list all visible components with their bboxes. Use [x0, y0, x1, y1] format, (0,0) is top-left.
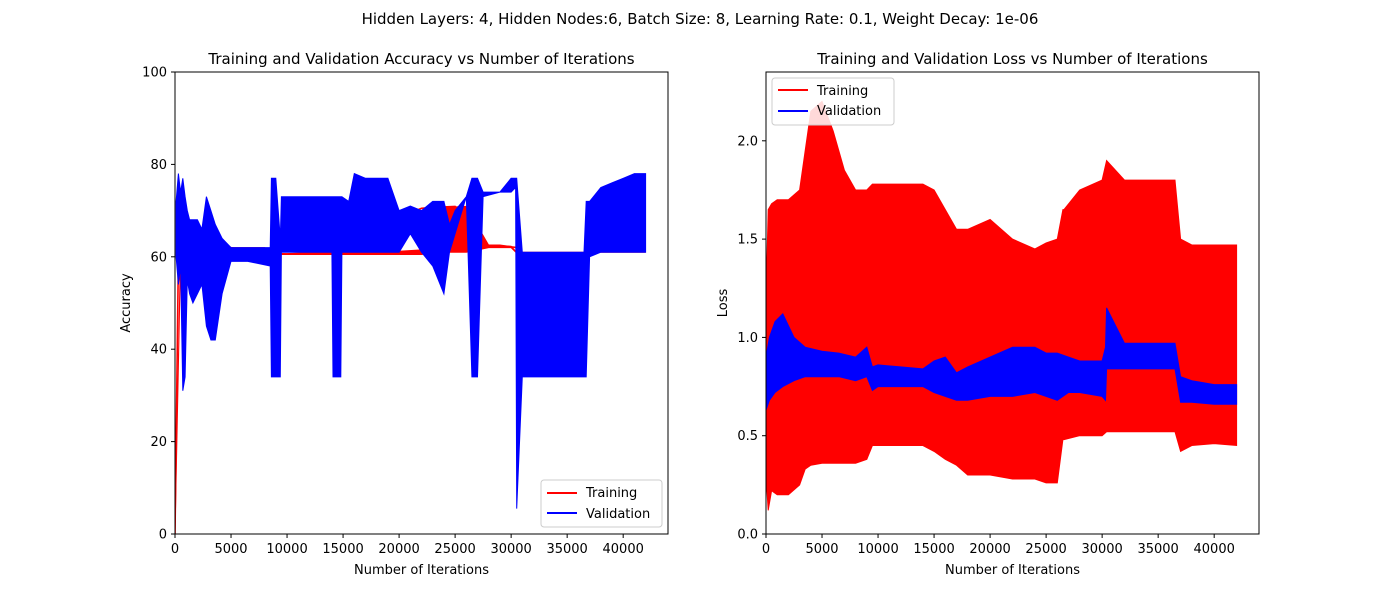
loss-y-axis-label: Loss: [716, 289, 731, 318]
loss-x-tick-label: 40000: [1194, 542, 1235, 557]
accuracy-y-tick-label: 20: [150, 435, 167, 450]
accuracy-y-tick-label: 0: [159, 528, 167, 543]
accuracy-y-tick-label: 40: [150, 343, 167, 358]
loss-validation-band: [766, 307, 1238, 411]
loss-x-tick-label: 35000: [1137, 542, 1178, 557]
accuracy-legend-box: [540, 479, 663, 528]
loss-chart-title: Training and Validation Loss vs Number o…: [816, 50, 1208, 68]
loss-y-ticks: 0.0 0.5 1.0 1.5 2.0: [737, 134, 766, 543]
loss-legend-training-label: Training: [816, 84, 868, 99]
loss-plot-area: [766, 100, 1238, 511]
accuracy-x-tick-label: 20000: [378, 542, 419, 557]
accuracy-x-tick-label: 35000: [546, 542, 587, 557]
loss-legend: Training Validation: [771, 77, 895, 126]
loss-x-tick-label: 20000: [969, 542, 1010, 557]
accuracy-legend: Training Validation: [540, 479, 663, 528]
accuracy-y-ticks: 0 20 40 60 80 100: [142, 66, 175, 543]
loss-x-tick-label: 25000: [1025, 542, 1066, 557]
accuracy-y-axis-label: Accuracy: [119, 273, 134, 333]
accuracy-chart-title: Training and Validation Accuracy vs Numb…: [207, 50, 634, 68]
loss-x-tick-label: 15000: [913, 542, 954, 557]
accuracy-x-tick-label: 10000: [266, 542, 307, 557]
accuracy-x-tick-label: 0: [171, 542, 179, 557]
loss-y-tick-label: 2.0: [737, 134, 758, 149]
accuracy-y-tick-label: 60: [150, 250, 167, 265]
accuracy-plot-area: [175, 172, 647, 534]
accuracy-legend-validation-label: Validation: [586, 507, 650, 522]
accuracy-y-tick-label: 80: [150, 158, 167, 173]
accuracy-x-tick-label: 5000: [214, 542, 247, 557]
loss-y-tick-label: 0.0: [737, 528, 758, 543]
loss-chart: Training and Validation Loss vs Number o…: [716, 50, 1260, 578]
loss-y-tick-label: 0.5: [737, 429, 758, 444]
accuracy-legend-training-label: Training: [585, 486, 637, 501]
accuracy-x-tick-label: 30000: [490, 542, 531, 557]
accuracy-x-tick-label: 25000: [434, 542, 475, 557]
loss-legend-validation-label: Validation: [817, 104, 881, 119]
figure-title: Hidden Layers: 4, Hidden Nodes:6, Batch …: [362, 10, 1039, 28]
loss-x-axis-label: Number of Iterations: [945, 563, 1080, 578]
accuracy-axes-frame: [174, 71, 669, 535]
loss-axes-frame: [765, 71, 1260, 535]
accuracy-x-tick-label: 40000: [603, 542, 644, 557]
loss-x-tick-label: 10000: [857, 542, 898, 557]
loss-x-tick-label: 30000: [1081, 542, 1122, 557]
accuracy-x-axis-label: Number of Iterations: [354, 563, 489, 578]
accuracy-validation-band: [175, 172, 647, 509]
loss-y-tick-label: 1.0: [737, 331, 758, 346]
loss-x-ticks: 0 5000 10000 15000 20000 25000 30000 35000 40000: [762, 534, 1235, 557]
loss-y-tick-label: 1.5: [737, 233, 758, 248]
accuracy-y-tick-label: 100: [142, 66, 167, 81]
loss-x-tick-label: 0: [762, 542, 770, 557]
accuracy-x-tick-label: 15000: [322, 542, 363, 557]
loss-x-tick-label: 5000: [805, 542, 838, 557]
accuracy-chart: Training and Validation Accuracy vs Numb…: [119, 50, 669, 578]
accuracy-x-ticks: 0 5000 10000 15000 20000 25000 30000 35000 40000: [171, 534, 644, 557]
loss-training-band: [766, 100, 1238, 511]
